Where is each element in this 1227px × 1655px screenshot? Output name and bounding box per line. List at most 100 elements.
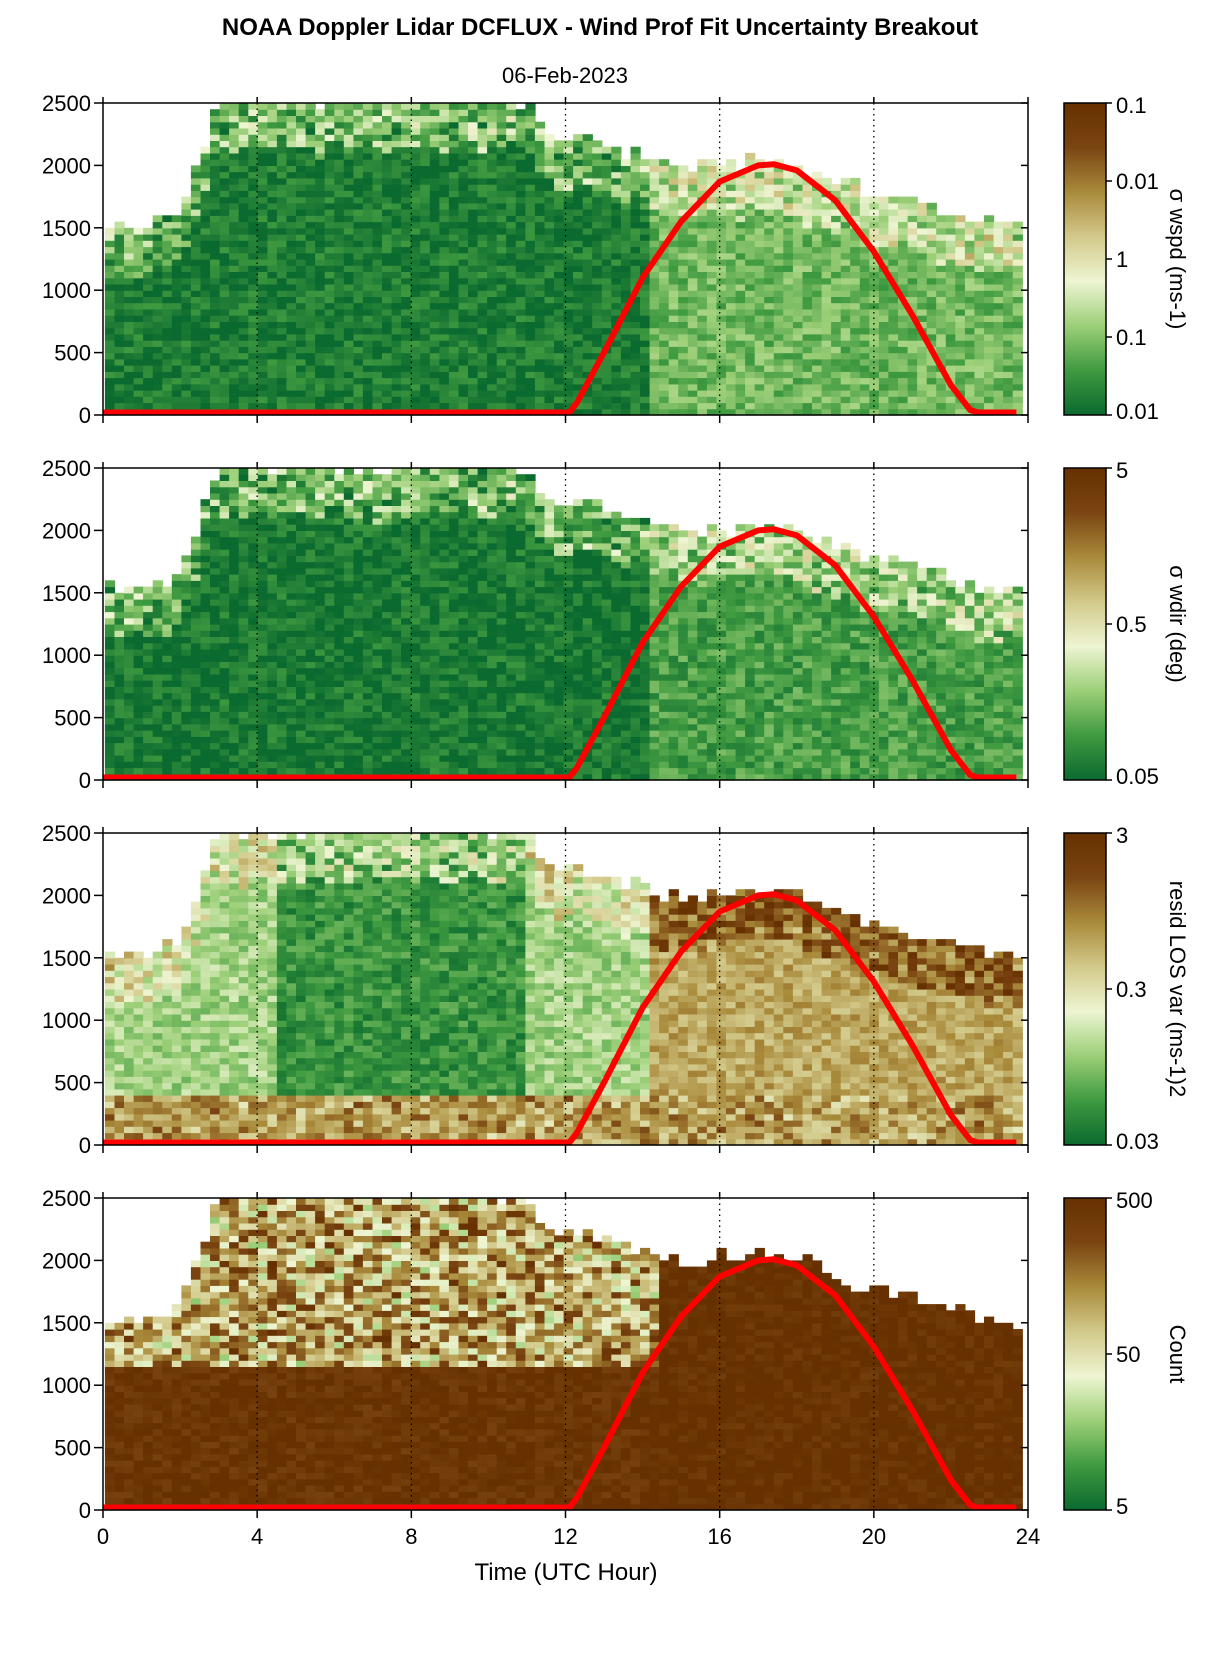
heatmap-cell: [104, 742, 116, 750]
heatmap-cell: [210, 146, 221, 154]
heatmap-cell: [783, 296, 794, 304]
heatmap-cell: [343, 284, 354, 291]
heatmap-cell: [592, 184, 603, 191]
heatmap-cell: [573, 346, 584, 354]
heatmap-cell: [296, 517, 307, 525]
heatmap-cell: [248, 698, 259, 706]
heatmap-cell: [133, 655, 144, 662]
heatmap-cell: [448, 390, 460, 397]
heatmap-cell: [219, 190, 230, 198]
heatmap-cell: [181, 227, 192, 235]
heatmap-cell: [649, 234, 660, 241]
heatmap-cell: [678, 190, 689, 198]
heatmap-cell: [305, 234, 316, 241]
heatmap-cell: [305, 134, 316, 141]
heatmap-cell: [267, 661, 278, 669]
heatmap-cell: [248, 617, 259, 625]
heatmap-cell: [296, 524, 307, 531]
heatmap-cell: [324, 252, 335, 260]
heatmap-cell: [267, 686, 278, 694]
heatmap-cell: [649, 184, 660, 191]
heatmap-cell: [429, 346, 440, 354]
heatmap-cell: [124, 617, 135, 625]
heatmap-cell: [353, 396, 364, 404]
heatmap-cell: [162, 284, 173, 291]
heatmap-cell: [104, 711, 116, 719]
heatmap-cell: [764, 227, 775, 235]
heatmap-cell: [936, 352, 947, 360]
heatmap-cell: [162, 277, 173, 285]
heatmap-cell: [219, 761, 230, 769]
heatmap-cell: [601, 190, 612, 198]
heatmap-cell: [305, 736, 316, 744]
heatmap-cell: [229, 493, 240, 500]
heatmap-cell: [840, 396, 851, 404]
heatmap-cell: [974, 358, 985, 366]
heatmap-cell: [353, 333, 364, 341]
heatmap-cell: [152, 340, 163, 347]
heatmap-cell: [687, 346, 698, 354]
heatmap-cell: [334, 190, 345, 198]
heatmap-cell: [362, 296, 374, 304]
heatmap-cell: [305, 209, 316, 216]
heatmap-cell: [869, 227, 880, 235]
heatmap-cell: [190, 761, 202, 769]
heatmap-cell: [831, 408, 842, 416]
heatmap-cell: [238, 227, 249, 235]
heatmap-cell: [324, 184, 335, 191]
heatmap-cell: [630, 171, 641, 179]
heatmap-cell: [1012, 271, 1023, 279]
heatmap-cell: [181, 755, 192, 762]
heatmap-cell: [668, 215, 679, 223]
heatmap-cell: [726, 358, 737, 366]
heatmap-cell: [229, 246, 240, 254]
heatmap-cell: [448, 109, 460, 116]
heatmap-cell: [382, 177, 393, 185]
heatmap-cell: [974, 259, 985, 266]
heatmap-cell: [945, 234, 956, 241]
heatmap-cell: [305, 121, 316, 129]
heatmap-cell: [620, 408, 632, 416]
heatmap-cell: [831, 184, 842, 191]
heatmap-cell: [391, 109, 402, 116]
heatmap-cell: [248, 505, 259, 513]
heatmap-cell: [582, 190, 593, 198]
heatmap-cell: [936, 240, 947, 248]
heatmap-cell: [334, 146, 345, 154]
heatmap-cell: [305, 605, 316, 613]
heatmap-cell: [286, 152, 297, 160]
heatmap-cell: [238, 617, 249, 625]
heatmap-cell: [907, 371, 918, 379]
heatmap-cell: [171, 352, 182, 360]
heatmap-cell: [382, 202, 393, 210]
heatmap-cell: [276, 383, 288, 391]
heatmap-cell: [143, 271, 154, 279]
heatmap-cell: [248, 265, 259, 272]
heatmap-cell: [124, 396, 135, 404]
heatmap-cell: [152, 315, 163, 322]
heatmap-cell: [448, 240, 460, 248]
heatmap-cell: [573, 365, 584, 372]
heatmap-cell: [678, 396, 689, 404]
heatmap-cell: [487, 121, 498, 129]
heatmap-cell: [210, 358, 221, 366]
heatmap-cell: [907, 209, 918, 216]
heatmap-cell: [324, 277, 335, 285]
heatmap-cell: [496, 240, 507, 248]
heatmap-cell: [190, 352, 202, 360]
heatmap-cell: [353, 190, 364, 198]
heatmap-cell: [468, 271, 479, 279]
heatmap-cell: [181, 215, 192, 223]
heatmap-cell: [840, 296, 851, 304]
heatmap-cell: [544, 227, 555, 235]
heatmap-cell: [296, 761, 307, 769]
heatmap-cell: [210, 277, 221, 285]
heatmap-cell: [420, 171, 431, 179]
heatmap-cell: [439, 121, 450, 129]
heatmap-cell: [611, 371, 622, 379]
heatmap-cell: [850, 252, 861, 260]
heatmap-cell: [219, 246, 230, 254]
heatmap-cell: [372, 259, 383, 266]
heatmap-cell: [1012, 284, 1023, 291]
heatmap-cell: [276, 184, 288, 191]
